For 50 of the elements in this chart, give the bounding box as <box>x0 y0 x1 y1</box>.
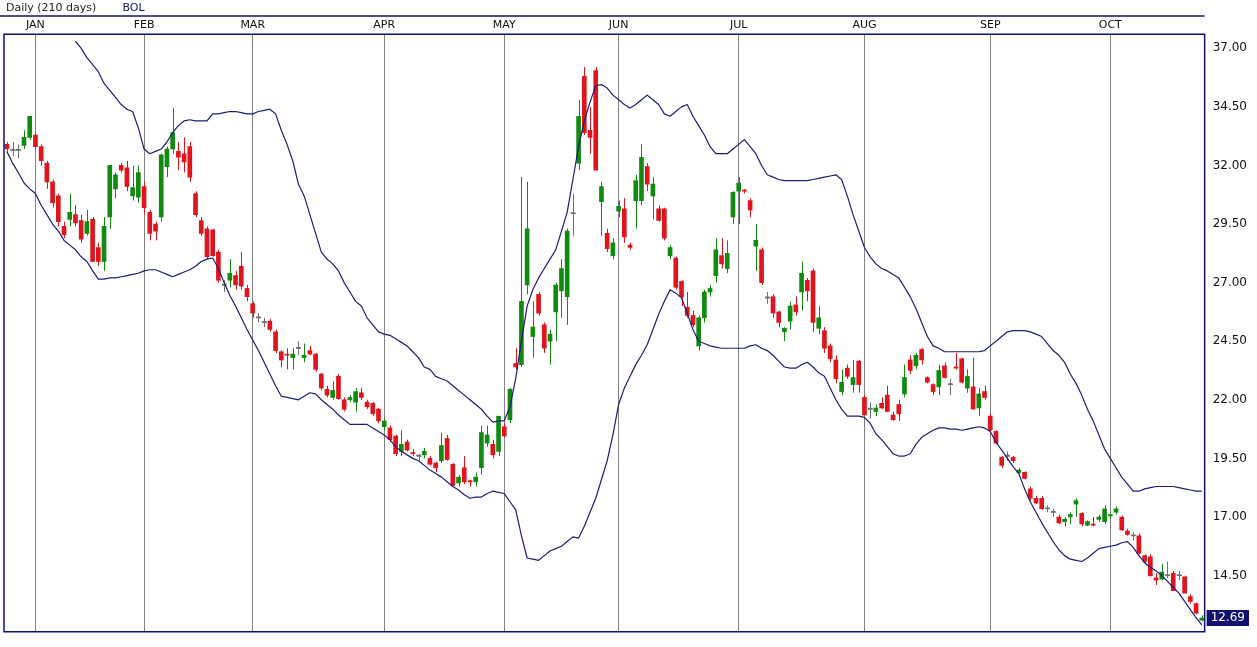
candlestick <box>193 190 198 218</box>
candlestick <box>599 181 604 237</box>
candlestick <box>936 364 942 396</box>
x-tick-label: MAR <box>240 18 266 32</box>
x-tick-label: SEP <box>979 18 1001 32</box>
chart-title: Daily (210 days) <box>6 1 97 14</box>
candlestick <box>84 209 90 237</box>
candlestick <box>330 380 336 401</box>
candlestick <box>67 193 73 227</box>
candlestick <box>439 432 444 464</box>
candlestick <box>644 162 650 192</box>
candlestick <box>313 352 318 373</box>
candlestick <box>839 368 844 396</box>
candlestick <box>736 176 742 225</box>
candlestick <box>907 354 913 375</box>
y-tick-label: 14.50 <box>1212 567 1248 582</box>
x-tick-label: JUL <box>728 18 749 32</box>
candlestick <box>976 387 982 417</box>
x-tick-label: OCT <box>1098 18 1123 32</box>
candlestick <box>753 223 759 272</box>
y-tick-label: 34.50 <box>1212 98 1248 113</box>
x-tick-label: AUG <box>852 18 877 32</box>
y-tick-label: 32.00 <box>1212 157 1248 172</box>
chart-subtitle: BOL <box>122 1 145 14</box>
candlestick <box>719 237 724 270</box>
x-tick-label: APR <box>373 18 396 32</box>
x-tick-label: JUN <box>607 18 629 32</box>
x-tick-label: FEB <box>133 18 155 32</box>
candlestick <box>799 261 804 312</box>
candlestick <box>816 305 822 335</box>
y-tick-label: 19.50 <box>1212 450 1248 465</box>
y-tick-label: 37.00 <box>1212 40 1248 55</box>
candlestick <box>965 368 970 394</box>
y-tick-label: 22.00 <box>1212 391 1248 406</box>
candlestick <box>290 347 296 370</box>
y-tick-label: 24.50 <box>1212 333 1248 348</box>
candlestick <box>399 429 404 457</box>
candlestick <box>336 373 341 401</box>
y-tick-label: 29.50 <box>1212 216 1248 231</box>
y-tick-label: 17.00 <box>1212 509 1248 524</box>
candlestick <box>170 107 175 155</box>
candlestick <box>896 399 902 422</box>
candlestick <box>902 364 907 398</box>
candlestick <box>536 291 541 316</box>
x-tick-label: MAY <box>492 18 516 32</box>
candlestick <box>604 228 610 253</box>
candlestick <box>273 328 278 354</box>
y-tick-label: 27.00 <box>1212 274 1248 289</box>
x-tick-label: JAN <box>25 18 45 32</box>
annotation: 12.69 <box>1210 610 1246 625</box>
